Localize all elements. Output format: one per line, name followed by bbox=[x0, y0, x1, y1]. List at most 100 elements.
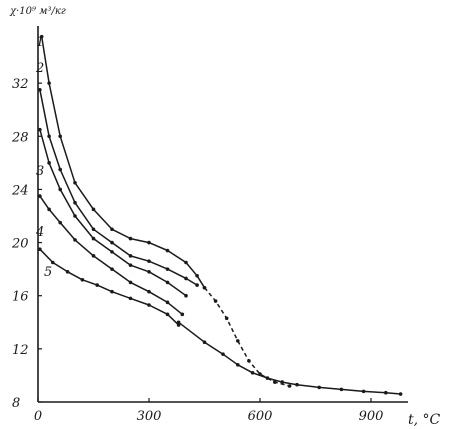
transition-dashed-curve-point bbox=[224, 316, 229, 321]
series-3-curve-point bbox=[91, 236, 96, 241]
series-5-curve-point bbox=[51, 260, 55, 265]
series-4-curve bbox=[38, 194, 185, 317]
series-2-curve-point bbox=[38, 87, 42, 92]
series-1-curve-point bbox=[91, 207, 96, 212]
series-5-curve-point bbox=[165, 312, 170, 317]
series-1-curve-point bbox=[58, 134, 62, 139]
series-4-curve-point bbox=[38, 194, 42, 198]
series-4-curve-line bbox=[39, 195, 183, 315]
y-tick-label: 16 bbox=[12, 290, 29, 305]
series-3-curve-point bbox=[38, 127, 42, 132]
series-3-curve bbox=[38, 127, 188, 298]
y-tick-label: 8 bbox=[12, 396, 20, 411]
series-2-curve-point bbox=[184, 276, 188, 281]
common-high-temp-curve-point bbox=[221, 352, 225, 356]
series-1-curve-point bbox=[184, 260, 188, 265]
common-high-temp-curve-point bbox=[398, 392, 403, 396]
series-3-curve-line bbox=[39, 129, 187, 297]
y-tick-label: 20 bbox=[11, 237, 29, 252]
transition-dashed-curve-point bbox=[258, 372, 262, 376]
series-5-label: 5 bbox=[44, 265, 52, 280]
series-2-curve-point bbox=[195, 283, 199, 287]
series-4-curve-point bbox=[110, 267, 114, 271]
series-3-curve-point bbox=[147, 270, 151, 274]
common-high-temp-curve-point bbox=[280, 380, 285, 384]
series-4-curve-point bbox=[58, 220, 62, 225]
series-5-curve-line bbox=[39, 248, 180, 326]
series-1-curve-point bbox=[73, 180, 77, 185]
series-5-curve-point bbox=[176, 323, 181, 327]
series-4-curve-point bbox=[180, 312, 185, 317]
series-1-curve-line bbox=[40, 36, 206, 289]
series-2-curve-point bbox=[128, 254, 133, 258]
transition-dashed-curve-line bbox=[203, 287, 290, 387]
series-4-curve-point bbox=[147, 289, 151, 294]
series-4-curve-point bbox=[128, 280, 133, 285]
series-5-curve-point bbox=[65, 270, 70, 274]
series-5-curve-point bbox=[110, 289, 114, 294]
y-tick-label: 32 bbox=[12, 77, 29, 92]
series-1-curve-point bbox=[147, 240, 151, 245]
common-high-temp-curve-point bbox=[361, 389, 366, 394]
transition-dashed-curve-point bbox=[247, 359, 251, 363]
series-4-label: 4 bbox=[35, 225, 44, 240]
common-high-temp-curve-point bbox=[384, 390, 388, 395]
series-5-curve-point bbox=[80, 277, 85, 282]
series-2-curve-point bbox=[91, 227, 96, 232]
series-3-curve-point bbox=[184, 293, 188, 298]
transition-dashed-curve-point bbox=[213, 299, 218, 303]
series-3-curve-point bbox=[47, 161, 51, 165]
series-curves bbox=[38, 34, 403, 396]
series-5-curve-point bbox=[147, 303, 151, 307]
transition-dashed-curve-point bbox=[273, 380, 277, 384]
x-tick-label: 0 bbox=[34, 409, 42, 424]
series-1-curve-point bbox=[128, 236, 133, 241]
x-tick-label: 300 bbox=[137, 409, 162, 424]
common-high-temp-curve-point bbox=[295, 382, 299, 387]
common-high-temp-curve-line bbox=[178, 321, 401, 395]
series-1-curve-point bbox=[110, 227, 114, 232]
common-high-temp-curve-point bbox=[339, 387, 344, 392]
transition-dashed-curve-point bbox=[202, 285, 207, 290]
series-2-curve-point bbox=[73, 200, 77, 205]
common-high-temp-curve-point bbox=[317, 385, 322, 390]
series-1-curve-point bbox=[165, 248, 170, 253]
series-3-curve-point bbox=[110, 250, 114, 254]
common-high-temp-curve-point bbox=[202, 340, 207, 345]
y-tick-label: 24 bbox=[11, 183, 29, 198]
series-1-curve-point bbox=[39, 34, 44, 39]
transition-dashed-curve-point bbox=[236, 339, 240, 343]
series-4-curve-point bbox=[73, 238, 77, 242]
y-tick-label: 28 bbox=[11, 130, 29, 145]
series-4-curve-point bbox=[91, 254, 96, 258]
series-5-curve bbox=[38, 247, 181, 327]
series-2-curve bbox=[38, 87, 199, 287]
series-2-curve-point bbox=[165, 267, 170, 271]
series-labels: 1 2 3 4 5 bbox=[35, 35, 52, 280]
series-2-label: 2 bbox=[35, 61, 44, 76]
x-tick-label: 900 bbox=[359, 409, 384, 424]
series-5-curve-point bbox=[128, 296, 133, 301]
common-high-temp-curve-point bbox=[250, 370, 255, 375]
transition-dashed-curve-point bbox=[287, 384, 292, 388]
series-3-label: 3 bbox=[36, 164, 44, 179]
common-high-temp-curve-point bbox=[176, 320, 181, 325]
series-5-curve-point bbox=[95, 283, 99, 287]
x-axis-label: t, °C bbox=[408, 412, 441, 428]
common-high-temp-curve bbox=[176, 320, 403, 396]
series-4-curve-point bbox=[165, 300, 170, 305]
tick-labels: 8 12 16 20 24 28 32 0 300 600 900 bbox=[11, 77, 383, 424]
series-1-curve bbox=[39, 34, 207, 290]
x-tick-label: 600 bbox=[248, 409, 273, 424]
series-3-curve-point bbox=[128, 263, 133, 267]
series-3-curve-point bbox=[58, 187, 62, 192]
series-2-curve-point bbox=[110, 240, 114, 245]
common-high-temp-curve-point bbox=[236, 363, 240, 367]
series-3-curve-point bbox=[165, 280, 170, 285]
series-3-curve-point bbox=[73, 214, 77, 218]
y-tick-label: 12 bbox=[12, 343, 29, 358]
series-4-curve-point bbox=[47, 207, 51, 212]
transition-dashed-curve bbox=[202, 285, 292, 388]
axes bbox=[37, 26, 408, 403]
